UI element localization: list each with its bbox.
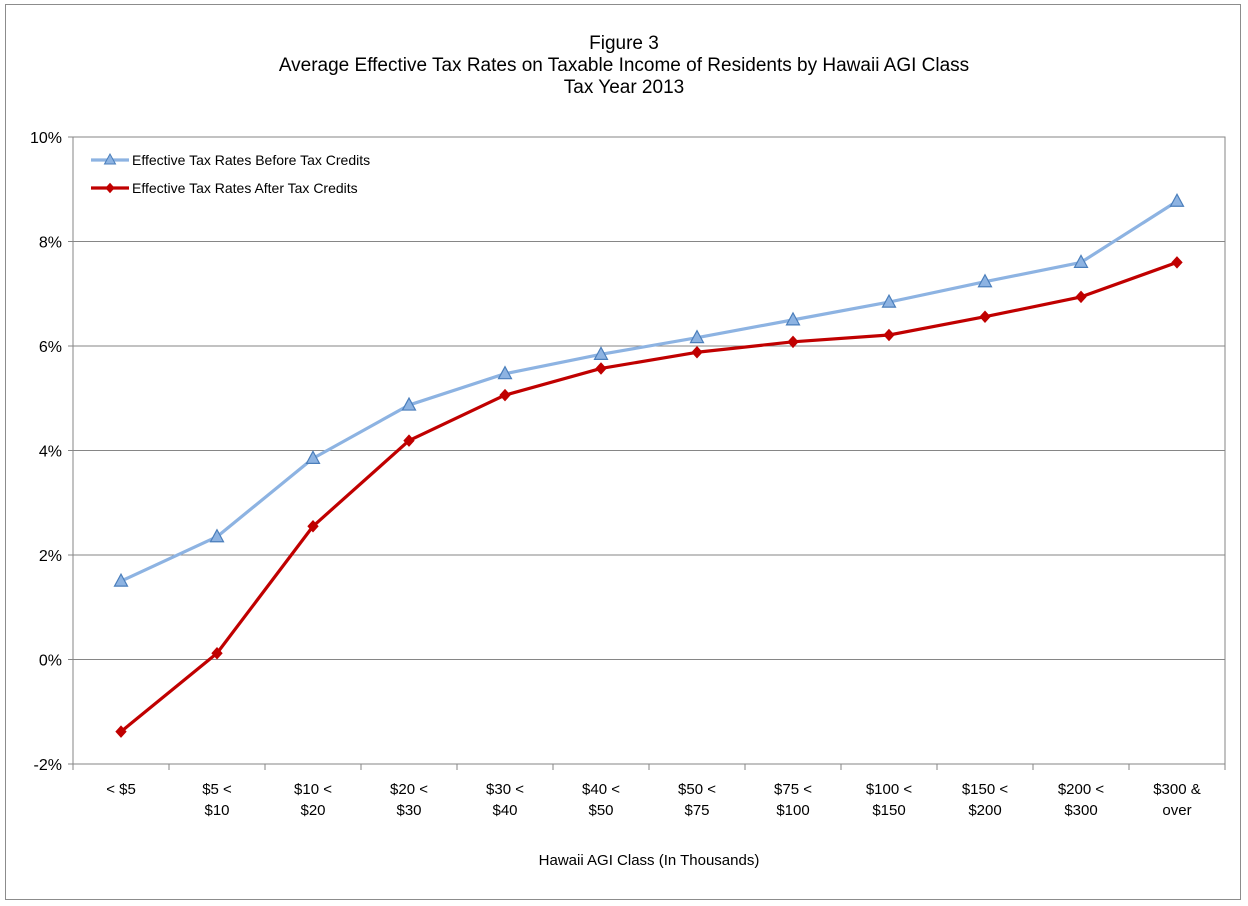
data-point-before-credits [1073,254,1089,268]
data-point-after-credits [883,328,895,342]
y-tick-label: 4% [39,444,62,461]
y-tick-label: 8% [39,235,62,252]
legend-marker-triangle [103,152,117,165]
x-tick-label: $150 [872,802,905,819]
x-tick-label: $50 [588,802,613,819]
data-point-after-credits [787,335,799,349]
x-tick-label: $100 [776,802,809,819]
legend-label-2: Effective Tax Rates After Tax Credits [132,180,358,196]
data-point-after-credits [1075,290,1087,304]
data-point-before-credits [881,293,897,308]
data-point-before-credits [209,528,225,543]
data-point-before-credits [305,450,321,464]
data-point-before-credits [497,365,513,380]
chart-title-line-1: Figure 3 [589,33,659,54]
x-tick-label: $200 [968,802,1001,819]
y-tick-label: 10% [30,130,62,147]
data-point-before-credits [1169,193,1185,207]
x-tick-label: $20 < [390,781,428,798]
data-point-after-credits [595,362,607,375]
x-tick-label: $5 < [202,781,232,798]
data-point-before-credits [593,346,609,360]
chart-frame [5,4,1241,900]
x-tick-label: $300 [1064,802,1097,819]
chart-title-line-3: Tax Year 2013 [563,77,685,98]
x-tick-label: $30 < [486,781,524,798]
data-point-before-credits [977,273,993,288]
x-axis-label: Hawaii AGI Class (In Thousands) [539,852,760,869]
data-point-after-credits [307,520,319,533]
x-tick-label: $20 [300,802,325,819]
x-tick-label: $40 < [582,781,620,798]
chart-title-line-2: Average Effective Tax Rates on Taxable I… [278,55,970,76]
x-tick-label: $40 [492,802,517,819]
x-tick-label: $100 < [866,781,913,798]
y-tick-label: -2% [34,757,62,774]
series-line-2 [119,260,1178,733]
legend-marker-diamond [105,182,115,194]
y-tick-label: 6% [39,339,62,356]
x-tick-label: $10 < [294,781,332,798]
x-tick-label: over [1162,802,1191,819]
x-tick-label: $30 [396,802,421,819]
data-point-before-credits [689,329,705,344]
x-tick-label: $200 < [1058,781,1105,798]
x-tick-label: $75 [684,802,709,819]
x-tick-label: $75 < [774,781,812,798]
data-point-after-credits [115,725,127,738]
data-point-before-credits [113,572,129,587]
data-point-after-credits [691,346,703,359]
y-tick-label: 2% [39,548,62,565]
data-point-after-credits [403,434,415,447]
data-point-after-credits [1171,256,1183,269]
x-tick-label: $300 & [1153,781,1201,798]
y-tick-label: 0% [39,653,62,670]
data-point-after-credits [499,388,511,402]
x-tick-label: $150 < [962,781,1009,798]
series-line-1 [120,199,1178,583]
x-tick-label: $10 [204,802,229,819]
data-point-after-credits [211,646,223,660]
x-tick-label: < $5 [106,781,136,798]
data-point-before-credits [785,311,801,326]
legend-label-1: Effective Tax Rates Before Tax Credits [132,152,370,168]
x-tick-label: $50 < [678,781,716,798]
data-point-after-credits [979,310,991,323]
data-point-before-credits [401,396,417,411]
